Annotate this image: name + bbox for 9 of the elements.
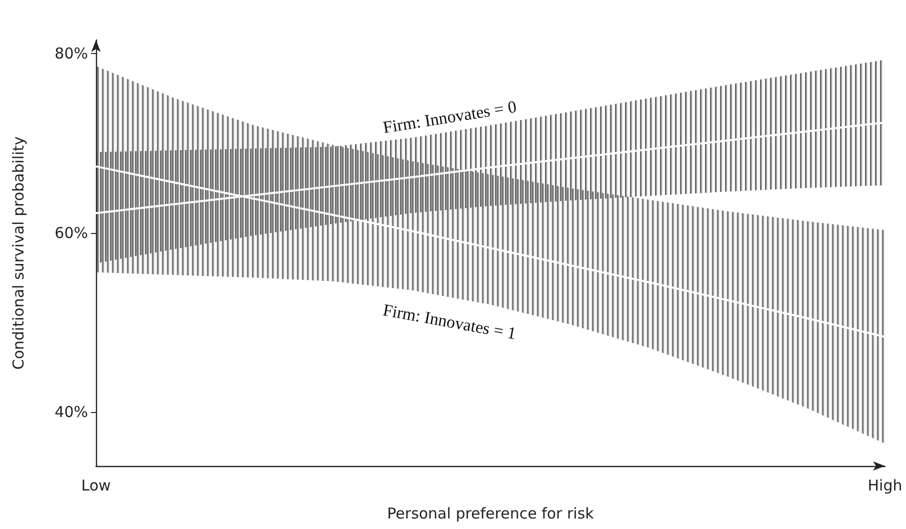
text: Firm: Innovates = 1	[382, 300, 518, 344]
text: Firm: Innovates = 0	[382, 97, 518, 138]
y-axis-title: Conditional survival probability	[10, 136, 28, 370]
y-tick-label: 40%	[54, 403, 88, 422]
x-axis-title: Personal preference for risk	[387, 504, 594, 522]
y-tick-label: 60%	[54, 224, 88, 242]
x-tick-label: Low	[81, 476, 111, 494]
y-tick-label: 80%	[54, 44, 88, 62]
x-tick-label: High	[868, 476, 902, 494]
